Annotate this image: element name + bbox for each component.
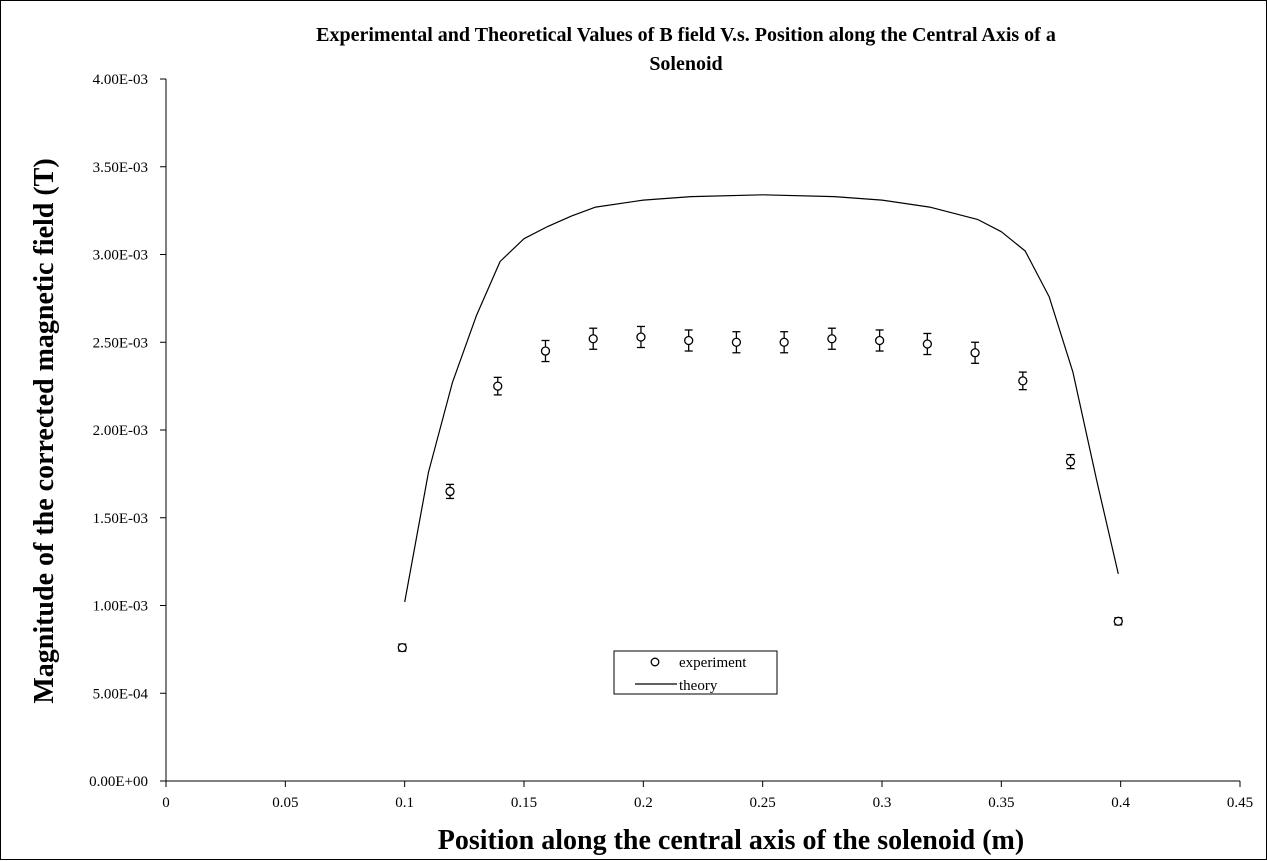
x-tick-label: 0.25 [750,795,776,811]
x-tick-label: 0.45 [1227,795,1253,811]
experiment-data-point [684,335,694,346]
legend-theory-label: theory [679,678,718,694]
x-tick-label: 0.15 [511,795,537,811]
x-tick-label: 0.35 [988,795,1014,811]
y-tick-label: 2.50E-03 [93,335,148,351]
experiment-data-point [1018,376,1028,386]
y-tick-label: 3.50E-03 [93,160,148,176]
experiment-data-point [493,381,503,391]
legend-experiment-marker [650,657,660,667]
experiment-data-point [874,335,885,346]
legend: experiment theory [613,650,778,695]
plot-area: 0.00E+00 5.00E-04 1.00E-03 1.50E-03 2.00E-03… [89,72,1253,811]
experiment-data-point [445,486,455,497]
y-tick-label: 1.00E-03 [93,599,148,615]
y-axis-title: Magnitude of the corrected magnetic fiel… [29,158,60,703]
experiment-data-point [827,334,837,344]
experiment-data-point [970,348,980,358]
chart-title-line1: Experimental and Theoretical Values of B… [316,24,1056,46]
y-tick-label: 2.00E-03 [93,423,148,439]
x-tick-label: 0.1 [395,795,414,811]
experiment-data-point [1113,616,1123,626]
y-tick-label: 4.00E-03 [93,72,148,88]
x-tick-label: 0.3 [873,795,892,811]
legend-experiment-label: experiment [679,655,747,671]
experiment-data-point [636,332,646,342]
experiment-data-point [1065,456,1076,467]
y-tick-label: 0.00E+00 [89,774,148,790]
y-tick-label: 3.00E-03 [93,248,148,264]
x-tick-label: 0.2 [634,795,653,811]
experiment-data-point [397,642,407,653]
experiment-data-point [588,334,598,344]
x-tick-label: 0 [162,795,170,811]
legend-box [613,650,778,695]
experiment-data-point [922,339,932,349]
experiment-data-point [731,337,742,347]
x-axis-title: Position along the central axis of the s… [438,825,1024,856]
experiment-data-point [779,337,789,347]
x-tick-label: 0.4 [1111,795,1130,811]
chart-title-line2: Solenoid [649,53,722,75]
x-tick-label: 0.05 [272,795,298,811]
y-tick-label: 5.00E-04 [93,686,149,702]
theory-series-line [404,194,1119,603]
experiment-data-point [540,346,551,356]
y-tick-label: 1.50E-03 [93,511,148,527]
